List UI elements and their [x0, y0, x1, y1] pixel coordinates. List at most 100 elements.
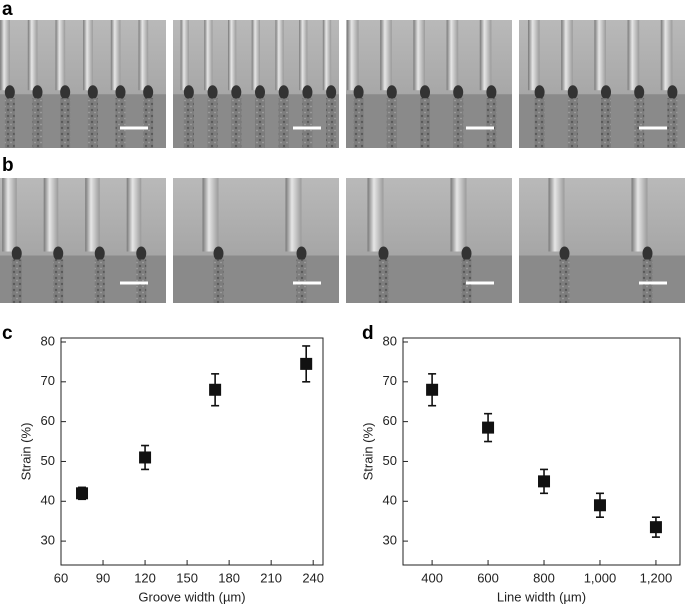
x-tick-label: 240	[302, 570, 324, 585]
stripe	[479, 20, 492, 91]
stripe	[527, 20, 540, 91]
x-tick-label: 150	[176, 570, 198, 585]
stripe	[251, 20, 260, 91]
groove	[601, 85, 611, 100]
stripe	[450, 178, 467, 252]
micrograph	[0, 20, 166, 148]
panel-label: a	[2, 0, 13, 20]
panel-label: d	[362, 323, 374, 344]
stripe	[380, 20, 392, 91]
trace	[213, 259, 224, 303]
panel-label: c	[2, 323, 13, 344]
stripe	[85, 178, 100, 252]
groove	[231, 85, 242, 100]
micrograph	[519, 20, 685, 148]
groove	[115, 85, 126, 100]
marker	[538, 475, 551, 488]
groove	[378, 246, 389, 261]
trace	[255, 98, 265, 148]
x-tick-label: 210	[260, 570, 282, 585]
trace	[420, 98, 430, 148]
x-tick-label: 800	[533, 570, 555, 585]
x-tick-label: 180	[218, 570, 240, 585]
stripe	[594, 20, 606, 91]
groove	[386, 85, 397, 100]
groove	[255, 85, 265, 100]
trace	[94, 259, 105, 303]
image-lower	[519, 255, 685, 303]
trace	[667, 98, 678, 148]
groove	[32, 85, 43, 100]
stripe	[367, 178, 384, 252]
trace	[11, 259, 22, 303]
groove	[453, 85, 464, 100]
micrograph	[0, 178, 166, 303]
stripe	[202, 178, 219, 252]
trace	[378, 259, 389, 303]
trace	[302, 98, 313, 148]
stripe	[446, 20, 459, 91]
y-tick-label: 30	[41, 533, 55, 548]
groove	[420, 85, 430, 100]
micrograph	[346, 20, 512, 148]
trace	[642, 259, 653, 303]
trace	[115, 98, 126, 148]
groove	[567, 85, 578, 100]
trace	[634, 98, 645, 148]
x-axis-title: Line width (µm)	[497, 589, 586, 604]
x-tick-label: 60	[54, 570, 68, 585]
groove	[136, 246, 147, 261]
stripe	[83, 20, 93, 91]
stripe	[299, 20, 308, 91]
y-tick-label: 40	[383, 493, 397, 508]
trace	[486, 98, 497, 148]
marker	[426, 383, 439, 396]
x-tick-label: 400	[421, 570, 443, 585]
micrograph	[173, 178, 339, 303]
image-lower	[0, 94, 166, 148]
stripe	[346, 20, 359, 91]
y-tick-label: 80	[383, 333, 397, 348]
plot-frame	[402, 337, 681, 566]
trace	[60, 98, 71, 148]
y-tick-label: 60	[41, 413, 55, 428]
groove	[60, 85, 71, 100]
trace	[53, 259, 64, 303]
x-tick-label: 120	[134, 570, 156, 585]
groove	[4, 85, 15, 100]
stripe	[126, 178, 142, 252]
micrographs	[0, 20, 685, 303]
marker	[482, 421, 495, 434]
y-tick-label: 80	[41, 333, 55, 348]
groove	[559, 246, 570, 261]
groove	[302, 85, 313, 100]
marker	[593, 499, 606, 512]
groove	[94, 246, 105, 261]
stripe	[548, 178, 565, 252]
y-axis-title: Strain (%)	[18, 423, 33, 481]
trace	[353, 98, 364, 148]
x-tick-label: 1,000	[584, 570, 617, 585]
groove	[326, 85, 337, 100]
x-tick-label: 90	[96, 570, 110, 585]
x-tick-label: 600	[477, 570, 499, 585]
stripe	[631, 178, 648, 252]
trace	[461, 259, 472, 303]
trace	[87, 98, 98, 148]
x-tick-label: 1,200	[640, 570, 673, 585]
trace	[231, 98, 242, 148]
stripe	[413, 20, 425, 91]
groove	[183, 85, 194, 100]
plot-frame	[60, 337, 324, 566]
trace	[453, 98, 464, 148]
groove	[278, 85, 289, 100]
marker	[300, 357, 313, 370]
x-axis-title: Groove width (µm)	[138, 589, 245, 604]
stripe	[322, 20, 332, 91]
trace	[386, 98, 397, 148]
marker	[209, 383, 222, 396]
stripe	[660, 20, 673, 91]
groove	[642, 246, 653, 261]
trace	[296, 259, 307, 303]
stripe	[275, 20, 284, 91]
